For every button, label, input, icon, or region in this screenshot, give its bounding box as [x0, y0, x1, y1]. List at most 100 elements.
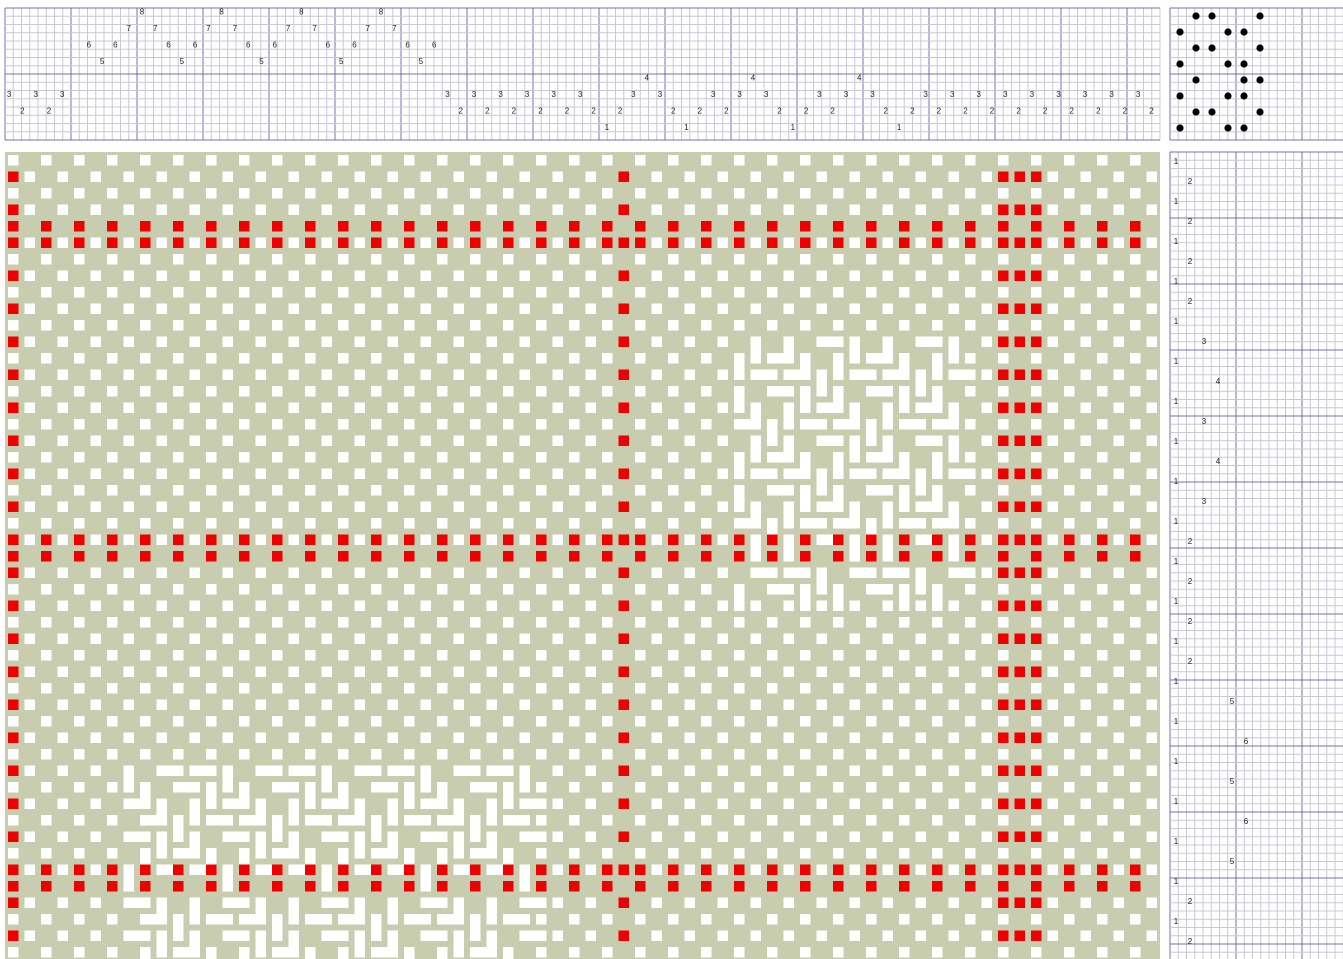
drawdown-cell — [998, 914, 1009, 925]
drawdown-cell — [420, 732, 431, 743]
drawdown-cell — [816, 765, 827, 776]
drawdown-cell — [684, 567, 695, 578]
drawdown-cell — [998, 270, 1009, 281]
drawdown-cell — [932, 320, 943, 331]
drawdown-cell — [602, 419, 613, 430]
drawdown-cell — [173, 419, 184, 430]
drawdown-cell — [701, 815, 712, 826]
drawdown-cell — [156, 204, 167, 215]
drawdown-cell — [932, 716, 943, 727]
drawdown-cell — [635, 534, 646, 545]
drawdown-cell — [552, 864, 563, 875]
drawdown-cell — [41, 914, 52, 925]
drawdown-cell — [536, 287, 547, 298]
drawdown-cell — [602, 551, 613, 562]
drawdown-cell — [882, 171, 893, 182]
drawdown-cell — [288, 204, 299, 215]
drawdown-cell — [1130, 254, 1141, 265]
drawdown-cell — [1047, 633, 1058, 644]
drawdown-cell — [387, 369, 398, 380]
drawdown-cell — [552, 831, 563, 842]
drawdown-cell — [288, 336, 299, 347]
drawdown-cell — [453, 369, 464, 380]
drawdown-cell — [800, 419, 827, 430]
drawdown-cell — [57, 930, 68, 941]
drawdown-cell — [734, 419, 761, 430]
drawdown-cell — [288, 765, 316, 776]
drawdown-cell — [668, 617, 679, 628]
drawdown-cell — [1146, 468, 1157, 479]
drawdown-cell — [981, 336, 992, 347]
drawdown-cell — [866, 947, 877, 958]
drawdown-cell — [915, 171, 926, 182]
drawdown-cell — [602, 320, 613, 331]
drawdown-cell — [503, 237, 514, 248]
drawdown-cell — [1064, 386, 1075, 397]
treadling-number: 1 — [1174, 917, 1179, 926]
drawdown-cell — [288, 699, 299, 710]
drawdown-cell — [387, 171, 398, 182]
treadling-number: 4 — [1216, 377, 1221, 386]
drawdown-cell — [965, 287, 976, 298]
drawdown-cell — [602, 237, 613, 248]
drawdown-cell — [420, 501, 431, 512]
drawdown-cell — [651, 930, 662, 941]
drawdown-cell — [404, 237, 415, 248]
drawdown-cell — [849, 831, 860, 842]
drawdown-cell — [915, 864, 926, 875]
drawdown-cell — [57, 765, 68, 776]
drawdown-cell — [453, 204, 464, 215]
drawdown-cell — [915, 666, 926, 677]
drawdown-cell — [371, 155, 382, 166]
drawdown-cell — [899, 848, 910, 859]
threading-number: 2 — [671, 107, 676, 116]
drawdown-cell — [948, 468, 976, 479]
drawdown-cell — [404, 254, 415, 265]
drawdown-cell — [800, 386, 811, 413]
drawdown-cell — [90, 897, 101, 908]
drawdown-cell — [585, 171, 596, 182]
drawdown-cell — [1064, 914, 1075, 925]
drawdown-cell — [420, 930, 448, 941]
drawdown-cell — [866, 617, 877, 628]
drawdown-cell — [519, 336, 530, 347]
threading-number: 2 — [830, 107, 835, 116]
drawdown-cell — [1146, 270, 1157, 281]
drawdown-cell — [305, 617, 316, 628]
drawdown-cell — [420, 864, 431, 892]
drawdown-cell — [684, 732, 695, 743]
drawdown-cell — [651, 303, 662, 314]
drawdown-cell — [354, 930, 365, 958]
drawdown-cell — [800, 254, 811, 265]
drawdown-cell — [635, 815, 646, 826]
drawdown-cell — [371, 584, 382, 595]
drawdown-cell — [272, 419, 283, 430]
drawdown-cell — [8, 683, 19, 694]
drawdown-cell — [1146, 336, 1157, 347]
drawdown-cell — [536, 864, 547, 875]
drawdown-cell — [1064, 320, 1075, 331]
drawdown-cell — [437, 419, 448, 430]
drawdown-cell — [783, 435, 794, 463]
drawdown-cell — [8, 518, 19, 529]
drawdown-cell — [849, 534, 860, 562]
drawdown-cell — [74, 914, 85, 925]
drawdown-cell — [90, 864, 101, 875]
threading-number: 2 — [1043, 107, 1048, 116]
drawdown-cell — [816, 270, 827, 281]
drawdown-cell — [998, 881, 1009, 892]
drawdown-cell — [8, 336, 19, 347]
drawdown-cell — [816, 237, 827, 248]
drawdown-cell — [981, 699, 992, 710]
tieup-dot — [1256, 12, 1264, 20]
drawdown-cell — [1031, 518, 1042, 529]
drawdown-cell — [552, 171, 563, 182]
drawdown-cell — [371, 947, 398, 958]
drawdown-cell — [1146, 237, 1157, 248]
threading-number: 2 — [910, 107, 915, 116]
drawdown-cell — [503, 419, 514, 430]
drawdown-cell — [734, 584, 745, 611]
drawdown-cell — [1097, 254, 1108, 265]
drawdown-cell — [272, 287, 283, 298]
drawdown-cell — [1080, 699, 1091, 710]
